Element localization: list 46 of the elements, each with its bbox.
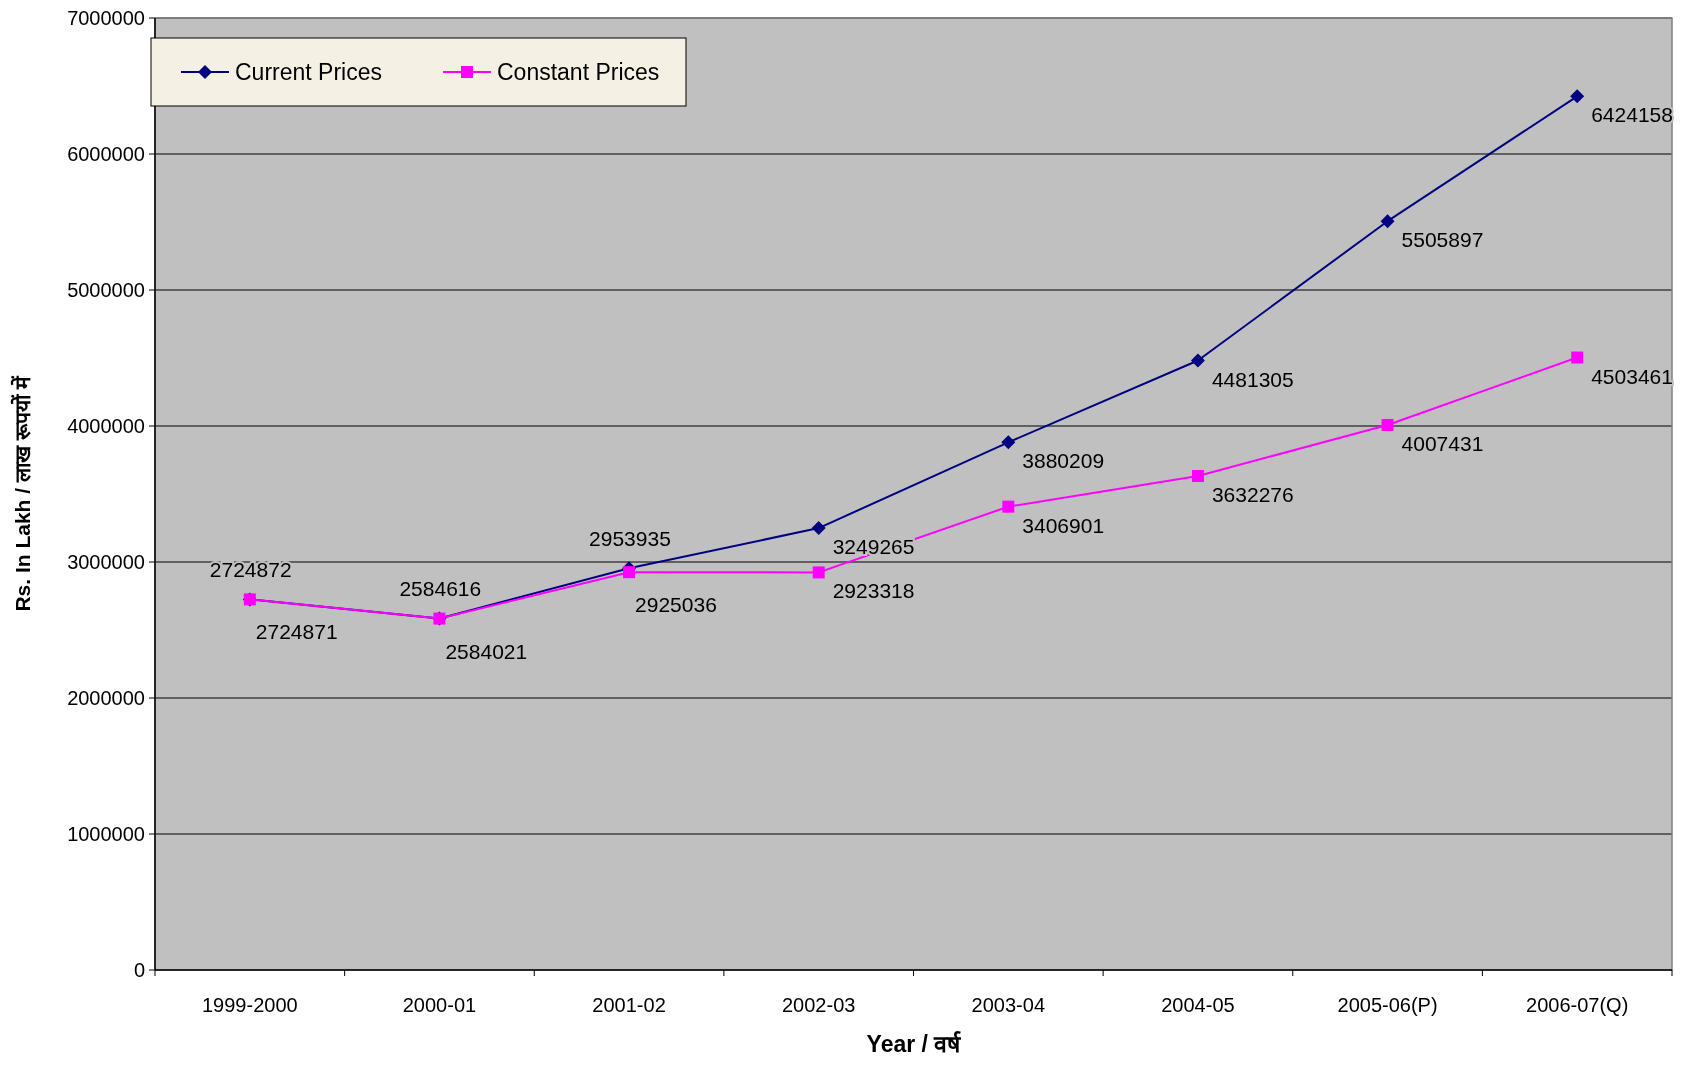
data-label: 4503461 [1591,364,1673,388]
y-tick-label: 7000000 [67,7,145,29]
point [623,566,636,579]
data-label: 2584021 [445,639,528,663]
point [1002,500,1015,513]
point [1190,353,1205,368]
point [1191,470,1204,483]
x-tick-label: 2006-07(Q) [1526,994,1629,1016]
x-tick-label: 2003-04 [971,994,1046,1016]
y-tick-label: 5000000 [67,279,145,301]
data-label: 2724871 [255,620,338,644]
data-label: 6424158 [1591,103,1673,127]
y-tick-label: 0 [133,959,145,981]
legend-label: Constant Prices [497,59,660,85]
data-label: 4481305 [1211,367,1294,391]
x-tick-label: 1999-2000 [201,994,298,1016]
y-tick-label: 6000000 [67,143,145,165]
x-tick-label: 2002-03 [781,994,856,1016]
point [1570,89,1585,104]
y-axis-title: Rs. In Lakh / लाख रूपयों में [10,375,34,612]
point [812,566,825,579]
point [1571,351,1584,364]
point [1381,418,1394,431]
x-tick-label: 2005-06(P) [1337,994,1438,1016]
data-label: 2925036 [635,593,717,617]
data-label: 3406901 [1022,513,1105,537]
point [1380,214,1395,229]
point [811,521,826,536]
data-label: 2584616 [399,577,482,601]
data-label: 3632276 [1211,483,1294,507]
x-axis-title: Year / वर्ष [866,1030,963,1057]
data-label: 4007431 [1401,431,1484,455]
y-tick-label: 1000000 [67,823,145,845]
x-tick-label: 2000-01 [402,994,477,1016]
data-label: 2953935 [589,527,671,551]
y-tick-label: 2000000 [67,687,145,709]
x-tick-label: 2004-05 [1161,994,1235,1016]
data-label: 2724872 [209,558,292,582]
point [1001,435,1016,450]
data-label: 2923318 [832,579,915,603]
y-tick-label: 4000000 [67,415,145,437]
legend-label: Current Prices [235,59,382,85]
data-label: 3880209 [1022,449,1105,473]
y-tick-label: 3000000 [67,551,145,573]
x-tick-label: 2001-02 [592,994,666,1016]
data-label: 5505897 [1401,228,1484,252]
